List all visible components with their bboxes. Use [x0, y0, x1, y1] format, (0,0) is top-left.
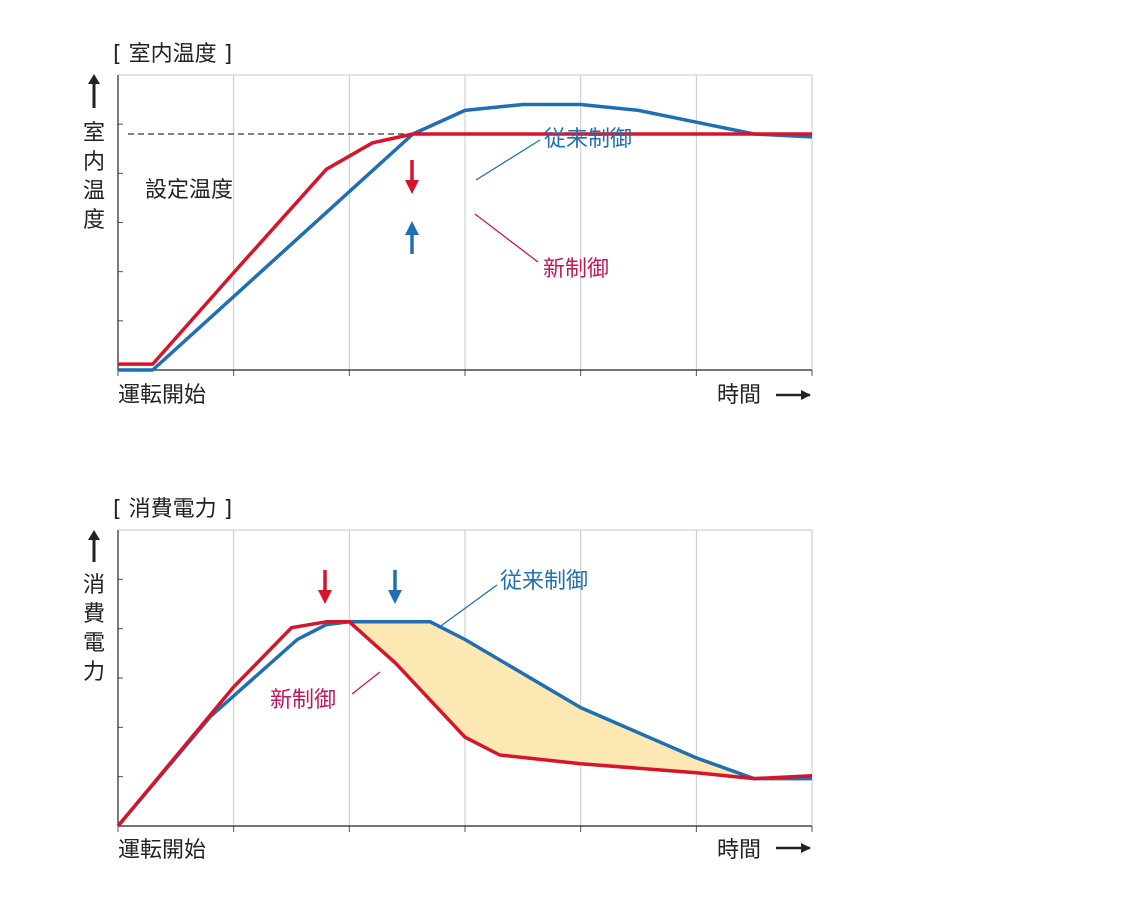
x-axis-end-label: 時間	[717, 383, 761, 408]
new-control-down-arrow-icon	[405, 160, 419, 194]
series-label-new: 新制御	[543, 257, 609, 282]
temperature-chart-title: [ 室内温度 ]	[113, 42, 232, 67]
power-y-axis-label: 消費電力	[83, 573, 105, 685]
temperature-grid	[118, 75, 812, 376]
power-chart: [ 消費電力 ] 消費電力 従来制御 新制御 運転開始 時間	[83, 497, 812, 863]
power-conventional-callout-line	[438, 585, 497, 628]
series-label-conventional: 従来制御	[544, 127, 632, 152]
new-callout-line	[475, 214, 538, 262]
power-x-axis-end-label: 時間	[717, 838, 761, 863]
power-series-label-conventional: 従来制御	[500, 569, 588, 594]
conventional-callout-line	[476, 140, 540, 180]
temperature-ytick-marks	[118, 124, 123, 321]
power-chart-title: [ 消費電力 ]	[113, 497, 232, 522]
power-new-callout-line	[352, 672, 380, 694]
setpoint-label: 設定温度	[145, 178, 233, 203]
power-ytick-marks	[118, 579, 123, 776]
energy-saving-area	[332, 622, 760, 779]
temperature-y-axis-label: 室内温度	[83, 121, 105, 233]
conventional-control-up-arrow-icon	[405, 221, 419, 254]
power-conventional-control-down-arrow-icon	[388, 570, 402, 604]
temperature-chart: [ 室内温度 ] 室内温度 設定温度 従来制御 新制御 運転開始 時間	[83, 42, 812, 408]
temperature-ylabel-arrow-icon	[88, 74, 100, 108]
power-x-axis-start-label: 運転開始	[118, 838, 206, 863]
power-new-control-down-arrow-icon	[318, 570, 332, 604]
power-ylabel-arrow-icon	[88, 530, 100, 562]
power-series-label-new: 新制御	[270, 688, 336, 713]
x-axis-start-label: 運転開始	[118, 383, 206, 408]
